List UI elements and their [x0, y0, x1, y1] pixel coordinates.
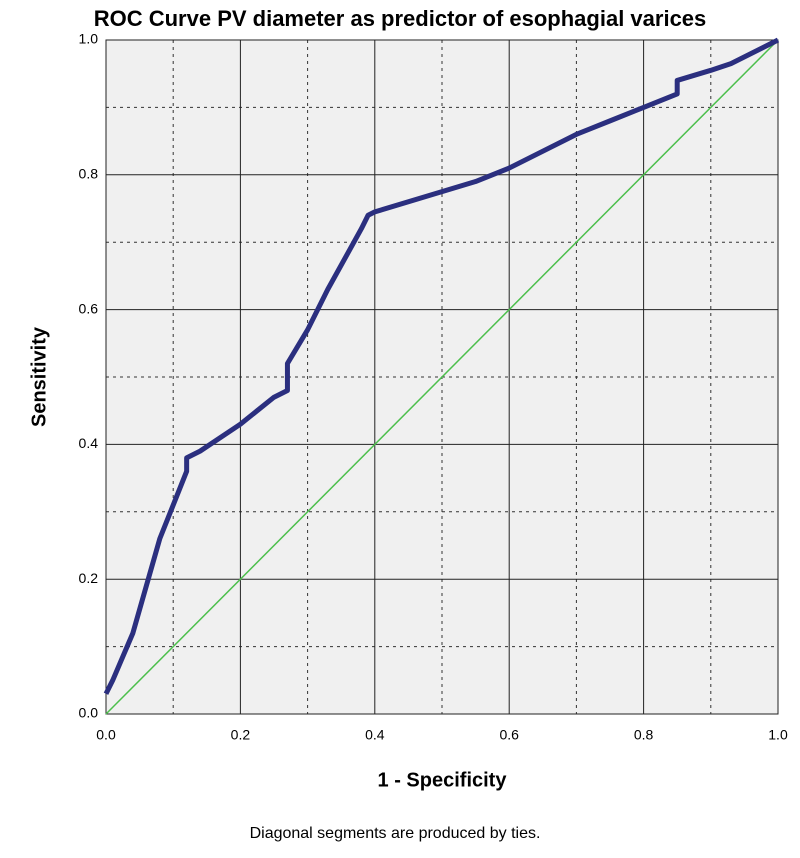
footnote: Diagonal segments are produced by ties.: [250, 825, 541, 842]
x-axis-label: 1 - Specificity: [378, 769, 508, 791]
y-tick-label: 1.0: [79, 31, 99, 47]
y-tick-label: 0.4: [79, 435, 99, 451]
x-tick-label: 0.8: [634, 727, 654, 743]
x-tick-label: 0.6: [499, 727, 519, 743]
y-tick-label: 0.2: [79, 570, 99, 586]
x-tick-label: 0.4: [365, 727, 385, 743]
x-tick-label: 0.2: [231, 727, 251, 743]
y-tick-label: 0.8: [79, 166, 99, 182]
y-tick-label: 0.0: [79, 705, 99, 721]
x-tick-label: 0.0: [96, 727, 116, 743]
y-axis-label: Sensitivity: [28, 326, 50, 427]
roc-curve: [103, 37, 780, 695]
reference-line: [105, 39, 779, 715]
chart-title: ROC Curve PV diameter as predictor of es…: [94, 6, 707, 31]
y-tick-label: 0.6: [79, 300, 99, 316]
x-tick-label: 1.0: [768, 727, 788, 743]
plot-border: [105, 39, 779, 715]
